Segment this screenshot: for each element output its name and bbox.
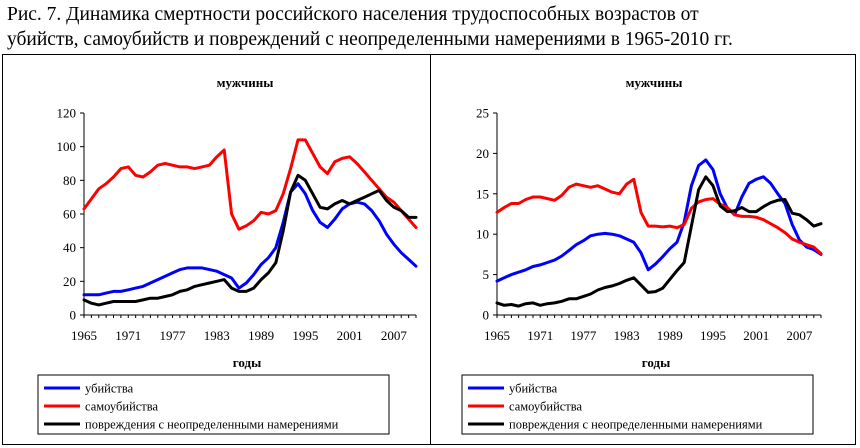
x-tick-label: 1965: [484, 328, 510, 343]
y-tick-label: 10: [476, 227, 489, 242]
x-tick-label: 1965: [71, 328, 97, 343]
y-tick-label: 100: [57, 139, 77, 154]
series-line-2: [495, 177, 823, 256]
y-tick-label: 80: [63, 173, 76, 188]
series-line-3: [82, 173, 418, 307]
x-axis-label: годы: [233, 355, 261, 370]
legend-label-3: повреждения с неопределенными намерениям…: [85, 418, 339, 432]
series-line-1: [495, 158, 823, 283]
x-tick-label: 2001: [337, 328, 363, 343]
x-tick-label: 1977: [570, 328, 597, 343]
x-tick-label: 1989: [657, 328, 683, 343]
chart-panel-2: мужчины 0 5 10 15 20 25 1965 1971 1977 1983 1989 199…: [461, 75, 823, 435]
x-tick-label: 1977: [160, 328, 187, 343]
chart-panel-1: мужчины 0 20 40 60 80 100 120 1965 1971 1977 1983 19…: [37, 75, 418, 435]
y-tick-label: 40: [63, 240, 76, 255]
legend-label-2: самоубийства: [509, 400, 583, 414]
y-tick-label: 0: [483, 308, 490, 323]
series-line-2: [82, 138, 418, 231]
x-tick-label: 1983: [614, 328, 640, 343]
x-tick-label: 1989: [248, 328, 274, 343]
y-tick-label: 15: [476, 186, 489, 201]
x-axis-label: годы: [642, 355, 670, 370]
x-tick-label: 2007: [381, 328, 408, 343]
y-tick-label: 20: [63, 274, 76, 289]
legend-label-3: повреждения с неопределенными намерениям…: [509, 418, 763, 432]
figure-caption: Рис. 7. Динамика смертности российского …: [7, 2, 857, 52]
y-tick-label: 60: [63, 207, 76, 222]
x-tick-label: 1995: [292, 328, 318, 343]
panel-divider: [430, 54, 431, 445]
x-tick-label: 1971: [527, 328, 553, 343]
legend-label-1: убийства: [509, 382, 558, 396]
series-line-3: [495, 175, 823, 308]
y-tick-label: 25: [476, 106, 489, 121]
x-tick-label: 2007: [786, 328, 813, 343]
x-tick-label: 1971: [115, 328, 141, 343]
figure-title-line-1: Рис. 7. Динамика смертности российского …: [7, 4, 699, 25]
x-tick-label: 2001: [743, 328, 769, 343]
figure-frame: [2, 54, 856, 445]
chart-title: мужчины: [626, 75, 683, 90]
legend-box: [37, 374, 390, 435]
figure-title-line-2: убийств, самоубийств и повреждений с нео…: [7, 29, 733, 50]
y-tick-label: 0: [70, 308, 77, 323]
x-tick-label: 1983: [204, 328, 230, 343]
y-tick-label: 120: [57, 106, 77, 121]
x-tick-label: 1995: [700, 328, 726, 343]
chart-title: мужчины: [217, 75, 274, 90]
legend-label-2: самоубийства: [85, 400, 159, 414]
series-line-1: [82, 182, 418, 297]
y-tick-label: 20: [476, 146, 489, 161]
legend-label-1: убийства: [85, 382, 134, 396]
legend-box: [461, 374, 814, 435]
y-tick-label: 5: [483, 267, 490, 282]
